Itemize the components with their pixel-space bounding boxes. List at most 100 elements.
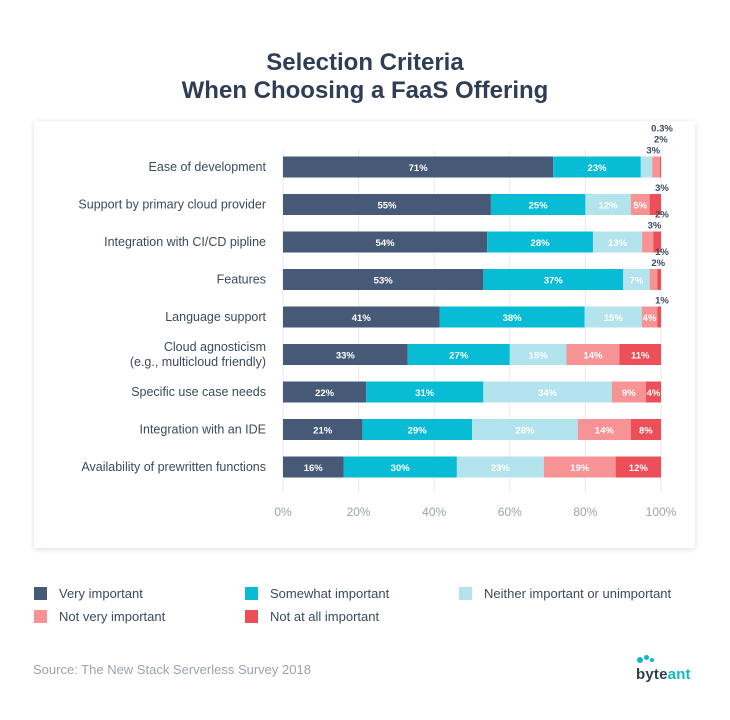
data-label: 5% (633, 201, 647, 212)
data-label: 53% (374, 276, 394, 287)
category-label: Availability of prewritten functions (81, 460, 266, 474)
bar-segment (652, 156, 660, 178)
legend-swatch (245, 586, 258, 600)
data-label: 9% (622, 388, 636, 399)
data-label: 4% (643, 313, 657, 324)
bar-segment (283, 156, 554, 178)
logo-dot (637, 657, 643, 663)
bar-segment (509, 344, 567, 365)
legend-item: Very important (34, 584, 143, 602)
category-label: Features (217, 273, 266, 287)
bar-segment (649, 269, 658, 290)
bar-segment (483, 269, 624, 290)
category-label: Specific use case needs (131, 385, 266, 399)
byteant-logo: byteant (628, 655, 700, 685)
bar-segment (611, 381, 646, 403)
legend-label: Somewhat important (270, 585, 390, 601)
data-label: 8% (639, 426, 653, 437)
data-label: 1% (655, 296, 669, 307)
bar-segment (630, 419, 661, 440)
data-label: 2% (655, 210, 669, 221)
bar-segment (577, 419, 631, 440)
data-label: 28% (515, 426, 535, 437)
bar-segment (659, 156, 661, 178)
bar-segment (283, 381, 367, 403)
bar-segment (362, 419, 472, 440)
category-label: Integration with an IDE (140, 423, 266, 437)
bar-segment (483, 381, 612, 403)
logo-dot (650, 658, 654, 662)
data-label: 14% (583, 351, 603, 362)
bar-segment (490, 194, 586, 215)
bar-segment (630, 194, 650, 215)
data-label: 15% (604, 313, 624, 324)
legend-label: Very important (59, 585, 143, 601)
data-label: 3% (646, 146, 660, 157)
bar-segment (653, 231, 661, 253)
bar-segment (472, 419, 578, 440)
data-label: 3% (655, 183, 669, 194)
chart-title-line-1: Selection Criteria (266, 49, 464, 76)
source-note: Source: The New Stack Serverless Survey … (33, 662, 311, 677)
data-label: 0.3% (651, 124, 673, 135)
legend-swatch (34, 586, 47, 600)
bar-segment (640, 156, 653, 178)
data-label: 27% (449, 351, 469, 362)
data-label: 3% (648, 221, 662, 232)
bar-segment (543, 456, 616, 478)
legend-item: Not very important (34, 607, 165, 625)
data-label: 22% (315, 388, 335, 399)
x-tick-label: 20% (347, 505, 371, 519)
bar-segment (584, 306, 642, 328)
data-label: 19% (570, 463, 590, 474)
bar-segment (283, 456, 344, 478)
legend-label: Neither important or unimportant (484, 585, 672, 601)
legend-item: Not at all important (245, 607, 379, 625)
data-label: 23% (491, 463, 511, 474)
data-label: 25% (529, 201, 549, 212)
bar-segment (592, 231, 643, 253)
data-label: 4% (647, 388, 661, 399)
bar-segment (343, 456, 457, 478)
bar-segment (283, 344, 408, 365)
legend-swatch (34, 609, 47, 623)
data-label: 15% (529, 351, 549, 362)
legend-label: Not at all important (270, 608, 380, 624)
bar-segment (566, 344, 620, 365)
x-tick-label: 40% (422, 505, 446, 519)
data-label: 2% (654, 135, 668, 146)
data-label: 16% (304, 463, 324, 474)
data-label: 34% (538, 388, 558, 399)
x-tick-label: 0% (274, 505, 292, 519)
data-label: 41% (352, 313, 372, 324)
bar-segment (456, 456, 544, 478)
data-label: 28% (531, 238, 551, 249)
bar-segment (657, 269, 661, 290)
x-tick-label: 60% (498, 505, 522, 519)
x-tick-label: 80% (573, 505, 597, 519)
x-tick-label: 100% (646, 505, 677, 519)
data-label: 30% (391, 463, 411, 474)
data-label: 23% (588, 163, 608, 174)
data-label: 55% (377, 201, 397, 212)
legend-swatch (459, 586, 472, 600)
category-label: Cloud agnosticism (e.g., multicloud frien… (130, 340, 266, 369)
category-label: Ease of development (149, 160, 267, 174)
data-label: 12% (629, 463, 649, 474)
bar-segment (585, 194, 631, 215)
legend-swatch (245, 609, 258, 623)
bar-segment (649, 194, 661, 215)
data-label: 1% (655, 247, 669, 258)
logo-dot (644, 655, 649, 660)
data-label: 12% (599, 201, 619, 212)
logo-text: byteant (636, 666, 691, 683)
data-label: 54% (376, 238, 396, 249)
bar-segment (642, 231, 654, 253)
bar-segment (283, 269, 484, 290)
category-label: Language support (165, 310, 266, 324)
data-label: 71% (409, 163, 429, 174)
chart-title-line-2: When Choosing a FaaS Offering (181, 77, 549, 104)
legend-item: Neither important or unimportant (459, 584, 671, 602)
data-label: 13% (608, 238, 628, 249)
